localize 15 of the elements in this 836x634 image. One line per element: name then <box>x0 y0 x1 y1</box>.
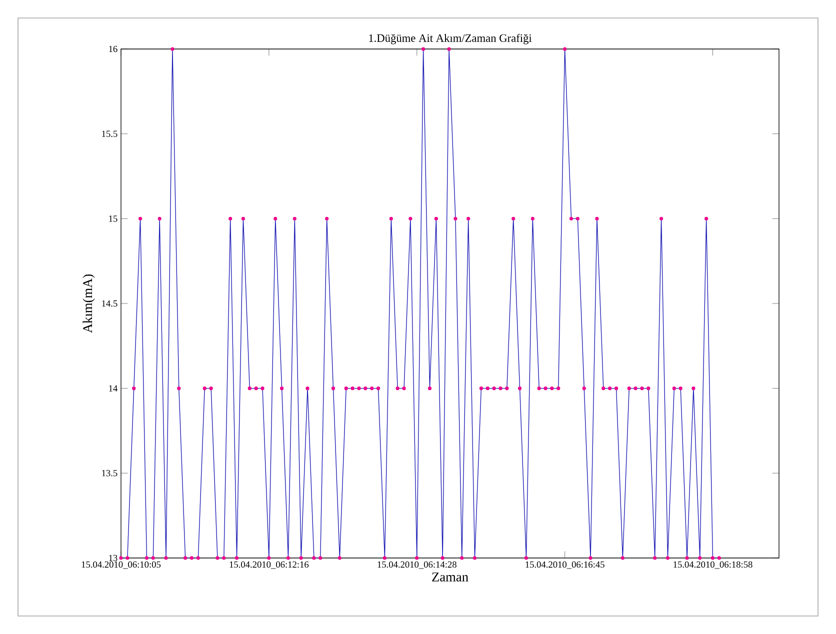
chart-title: 1.Düğüme Ait Akım/Zaman Grafiği <box>369 34 532 44</box>
y-tick-label: 15 <box>109 216 118 222</box>
x-tick-label: 15.04.2010_06:12:16 <box>230 561 309 569</box>
y-tick-label: 14.5 <box>102 300 118 307</box>
y-tick-label: 14 <box>109 385 118 392</box>
x-tick-label: 15.04.2010_06:10:05 <box>82 561 161 569</box>
y-tick-label: 16 <box>109 46 118 52</box>
y-tick-label: 13.5 <box>102 470 118 476</box>
y-tick-label: 13 <box>109 554 118 562</box>
x-tick-label: 15.04.2010_06:18:58 <box>674 561 752 569</box>
y-axis-title: Akım(mA) <box>82 274 95 333</box>
y-tick-label: 15.5 <box>102 130 118 137</box>
x-axis-title: Zaman <box>432 572 468 582</box>
x-tick-label: 15.04.2010_06:14:28 <box>378 561 456 569</box>
x-tick-label: 15.04.2010_06:16:45 <box>526 561 604 569</box>
